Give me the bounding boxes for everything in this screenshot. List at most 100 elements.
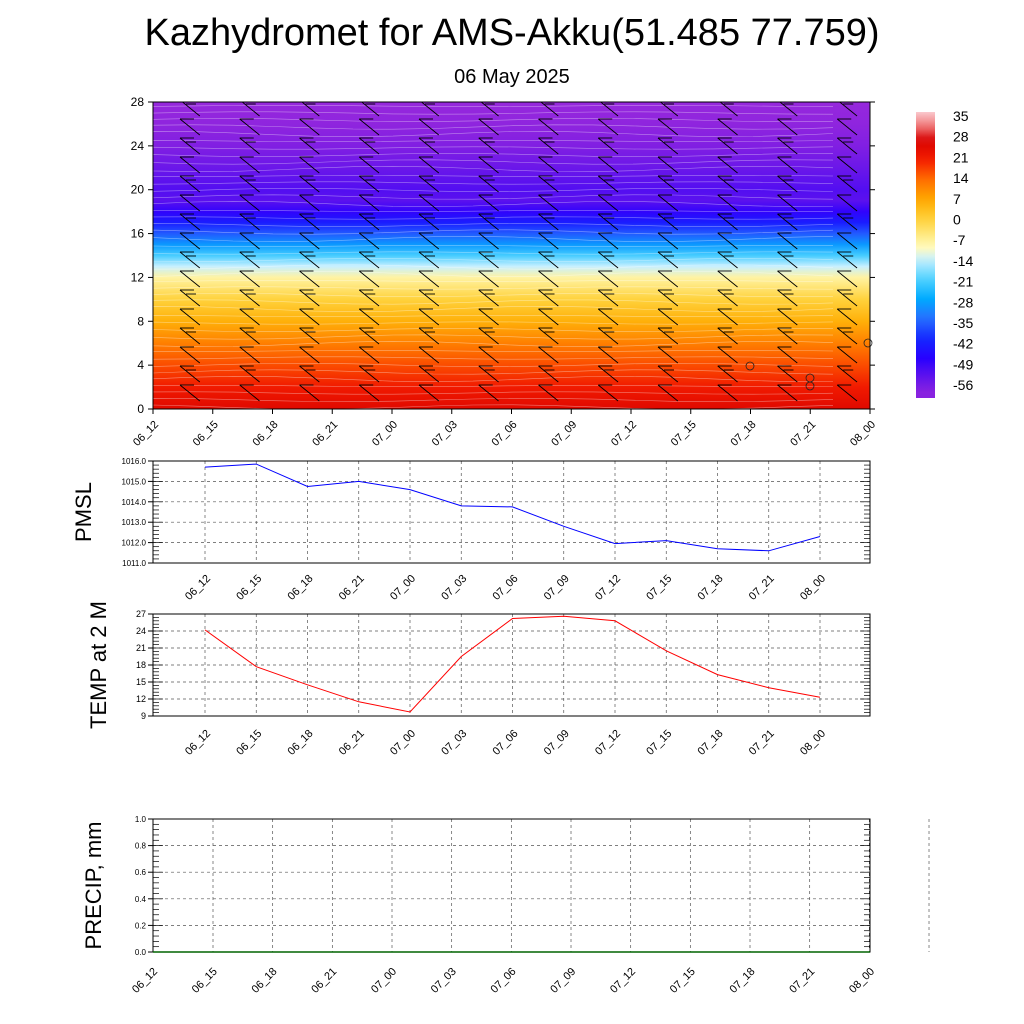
x-tick-label: 07_15 [644, 573, 674, 603]
heatmap-x-tick-label: 06_12 [131, 419, 161, 449]
wind-barb-shaft [836, 232, 858, 250]
wind-barb-shaft [299, 213, 320, 231]
contour-lines [153, 105, 834, 409]
wind-barb [777, 308, 798, 326]
wind-barb-shaft [717, 384, 738, 402]
wind-barb-shaft [418, 213, 440, 231]
wind-barb-shaft [777, 251, 798, 269]
wind-barb-shaft [897, 290, 917, 306]
colorbar-label: 21 [953, 149, 969, 165]
contour-line [153, 251, 834, 255]
y-tick-label: 1013.0 [122, 518, 147, 527]
wind-barb-shaft [179, 194, 201, 212]
wind-barb-shaft [239, 327, 260, 345]
wind-barb-shaft [538, 175, 559, 193]
wind-barb-shaft [418, 384, 440, 402]
wind-barb [836, 175, 858, 193]
wind-barb [179, 175, 201, 193]
wind-barb [897, 176, 917, 192]
wind-barb [717, 213, 738, 231]
contour-line [153, 270, 834, 278]
wind-barb [657, 346, 679, 364]
wind-barb [358, 251, 380, 269]
wind-barb [897, 347, 917, 363]
wind-barb-shaft [717, 232, 738, 250]
wind-barb [839, 102, 858, 117]
x-tick-label: 07_03 [429, 966, 459, 996]
wind-barb [538, 289, 559, 307]
wind-barb [179, 213, 201, 231]
wind-barb-shaft [836, 156, 858, 174]
contour-line [153, 139, 834, 143]
wind-barb-shaft [179, 137, 201, 155]
x-tick-label: 06_15 [234, 728, 264, 758]
wind-barb-shaft [897, 138, 917, 154]
wind-barb-shaft [478, 270, 499, 288]
wind-barb [597, 346, 619, 364]
wind-barb [239, 194, 260, 212]
colorbar-label: -56 [953, 377, 973, 393]
wind-barb [836, 232, 858, 250]
wind-barb-shaft [597, 251, 619, 269]
wind-barb [299, 213, 320, 231]
wind-barb [657, 384, 679, 402]
wind-barb-shaft [777, 270, 798, 288]
wind-barb [897, 195, 917, 211]
x-tick-label: 07_09 [548, 966, 578, 996]
wind-barb-shaft [659, 102, 679, 117]
wind-barb-shaft [897, 157, 917, 173]
wind-barb [836, 156, 858, 174]
x-tick-label: 08_00 [798, 728, 828, 758]
wind-barb [179, 327, 201, 345]
wind-barb-shaft [299, 251, 320, 269]
wind-barb-shaft [836, 118, 858, 136]
wind-barb-shaft [478, 365, 499, 383]
wind-barb-shaft [836, 289, 858, 307]
wind-barb [478, 346, 499, 364]
x-tick-label: 07_06 [491, 728, 521, 758]
wind-barb-shaft [418, 118, 440, 136]
wind-barb-shaft [358, 194, 380, 212]
wind-barb [299, 327, 320, 345]
wind-barb [299, 251, 320, 269]
wind-barb-shaft [179, 175, 201, 193]
y-tick-label: 15 [136, 677, 146, 687]
wind-barb-shaft [597, 213, 619, 231]
wind-barb [600, 102, 619, 117]
wind-barb [777, 213, 798, 231]
wind-barb [597, 232, 619, 250]
wind-barb [358, 308, 380, 326]
wind-barb-shaft [657, 137, 679, 155]
wind-barb [836, 213, 858, 231]
wind-barb [358, 384, 380, 402]
wind-barb [239, 308, 260, 326]
wind-barb-shaft [480, 102, 499, 117]
wind-barb-shaft [239, 289, 260, 307]
wind-barb-shaft [597, 346, 619, 364]
x-tick-label: 07_00 [388, 728, 418, 758]
wind-barb [538, 346, 559, 364]
wind-barb [657, 289, 679, 307]
wind-barb-shaft [657, 270, 679, 288]
wind-barb [777, 346, 798, 364]
contour-line [153, 209, 834, 213]
wind-barb [717, 251, 738, 269]
wind-barb [659, 102, 679, 117]
contour-line [153, 146, 834, 150]
wind-barb-shaft [836, 213, 858, 231]
wind-barb [179, 308, 201, 326]
heatmap-panel: 0 4 8 12 16 20 24 28 06_12 06_15 06_18 06_21 07_00 07… [131, 95, 917, 449]
x-tick-label: 06_15 [234, 573, 264, 603]
wind-barb [777, 251, 798, 269]
x-tick-label: 07_06 [491, 573, 521, 603]
x-tick-label: 07_18 [696, 728, 726, 758]
wind-barb [657, 175, 679, 193]
wind-barb-shaft [777, 156, 798, 174]
wind-barb-shaft [299, 327, 320, 345]
wind-barb [717, 156, 738, 174]
wind-barb-shaft [717, 327, 738, 345]
wind-barb-shaft [478, 213, 499, 231]
x-tick-label: 07_12 [593, 573, 623, 603]
wind-barb [418, 308, 440, 326]
wind-barb-shaft [358, 156, 380, 174]
